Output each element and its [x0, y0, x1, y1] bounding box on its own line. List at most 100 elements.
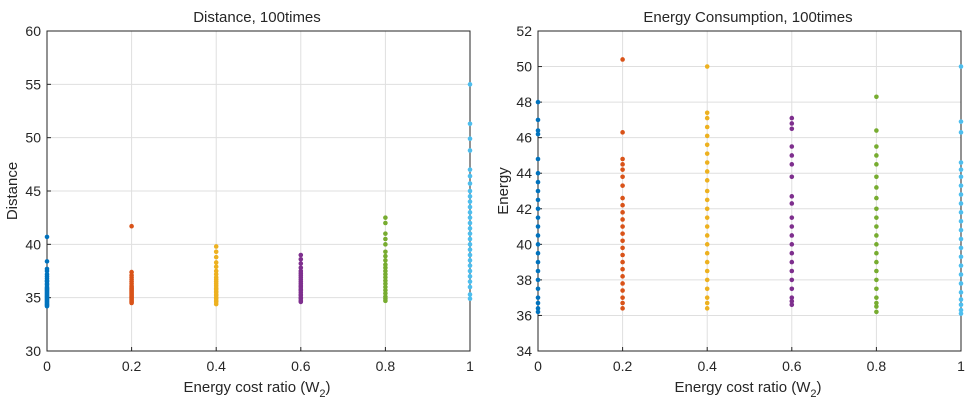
- energy-point-series-4: [874, 185, 879, 190]
- distance-x-axis-label-close: ): [326, 379, 331, 396]
- distance-point-series-5: [467, 226, 473, 231]
- distance-x-axis-label-main: Energy cost ratio (W: [184, 379, 321, 396]
- distance-chart-title: Distance, 100times: [193, 9, 321, 26]
- energy-point-series-0: [535, 224, 541, 229]
- energy-point-series-3: [789, 115, 795, 121]
- energy-point-series-4: [874, 250, 879, 256]
- energy-point-series-4: [874, 304, 879, 309]
- distance-point-series-5: [467, 199, 473, 204]
- energy-point-series-3: [789, 201, 795, 206]
- energy-point-series-1: [620, 217, 625, 222]
- energy-y-tick-label: 42: [516, 201, 532, 217]
- distance-point-series-4: [383, 265, 388, 271]
- energy-y-tick-label: 46: [516, 130, 532, 146]
- energy-x-tick-label: 0.6: [782, 358, 802, 374]
- energy-point-series-0: [535, 170, 541, 176]
- distance-point-series-5: [467, 284, 473, 290]
- distance-point-series-0: [44, 268, 50, 274]
- energy-point-series-0: [535, 188, 541, 194]
- energy-point-series-2: [704, 64, 710, 69]
- energy-point-series-2: [704, 133, 710, 139]
- energy-y-tick-label: 52: [516, 23, 532, 39]
- energy-point-series-1: [620, 281, 625, 286]
- distance-point-series-2: [213, 301, 219, 307]
- distance-point-series-5: [467, 220, 473, 226]
- energy-point-series-3: [789, 286, 795, 292]
- energy-point-series-2: [704, 197, 710, 203]
- energy-x-tick-label: 1: [957, 358, 965, 374]
- energy-point-series-3: [789, 121, 795, 126]
- energy-point-series-1: [620, 295, 625, 300]
- energy-point-series-5: [958, 167, 964, 172]
- energy-point-series-5: [958, 245, 964, 251]
- energy-point-series-3: [789, 295, 795, 300]
- distance-point-series-4: [383, 284, 388, 290]
- energy-point-series-0: [535, 215, 541, 220]
- distance-point-series-5: [467, 279, 473, 284]
- energy-point-series-1: [620, 231, 625, 236]
- distance-point-series-5: [467, 292, 473, 297]
- energy-point-series-4: [874, 144, 879, 149]
- energy-point-series-3: [789, 126, 795, 132]
- energy-point-series-2: [704, 169, 710, 174]
- distance-point-series-4: [383, 215, 388, 220]
- distance-point-series-5: [467, 167, 473, 172]
- energy-point-series-0: [535, 99, 541, 105]
- energy-point-series-2: [704, 306, 710, 311]
- energy-point-series-1: [620, 300, 625, 306]
- energy-point-series-1: [620, 57, 625, 62]
- energy-point-series-1: [620, 174, 625, 180]
- distance-point-series-5: [467, 274, 473, 279]
- energy-point-series-0: [535, 206, 541, 212]
- distance-point-series-3: [298, 256, 304, 262]
- energy-point-series-0: [535, 197, 541, 203]
- energy-point-series-3: [789, 298, 795, 304]
- energy-y-tick-label: 48: [516, 94, 532, 110]
- energy-point-series-1: [620, 238, 625, 244]
- energy-point-series-4: [874, 195, 879, 201]
- energy-point-series-0: [535, 233, 541, 238]
- energy-point-series-4: [874, 286, 879, 292]
- energy-point-series-2: [704, 286, 710, 292]
- energy-point-series-4: [874, 233, 879, 238]
- energy-point-series-4: [874, 300, 879, 306]
- distance-point-series-4: [383, 281, 388, 287]
- energy-point-series-4: [874, 242, 879, 247]
- energy-point-series-0: [535, 117, 541, 123]
- energy-point-series-3: [789, 268, 795, 274]
- energy-point-series-2: [704, 295, 710, 300]
- distance-point-series-4: [383, 236, 388, 242]
- energy-point-series-5: [958, 297, 964, 302]
- energy-point-series-3: [789, 277, 795, 283]
- energy-point-series-3: [789, 144, 795, 149]
- energy-point-series-2: [704, 178, 710, 183]
- distance-y-tick-label: 30: [25, 343, 41, 359]
- energy-point-series-1: [620, 183, 625, 188]
- distance-x-axis-label-subscript: 2: [319, 388, 325, 400]
- energy-y-tick-label: 40: [516, 236, 532, 252]
- energy-point-series-5: [958, 130, 964, 135]
- distance-point-series-4: [383, 298, 388, 304]
- energy-point-series-2: [704, 233, 710, 238]
- distance-x-tick-label: 0.8: [376, 358, 396, 374]
- distance-points: [44, 82, 473, 309]
- distance-point-series-0: [44, 234, 50, 240]
- energy-point-series-4: [874, 206, 879, 212]
- energy-point-series-1: [620, 167, 625, 172]
- energy-point-series-2: [704, 242, 710, 247]
- energy-point-series-1: [620, 162, 625, 167]
- energy-x-axis-label-close: ): [817, 379, 822, 396]
- distance-point-series-5: [467, 268, 473, 274]
- energy-point-series-1: [620, 266, 625, 272]
- energy-point-series-3: [789, 224, 795, 229]
- distance-point-series-0: [44, 259, 50, 264]
- distance-point-series-4: [383, 287, 388, 293]
- energy-grid: 0 0.2 0.4 0.6 0.8 1 34 36 38 40 42 44 46 48 50 52: [516, 23, 965, 374]
- energy-x-axis-label-main: Energy cost ratio (W: [675, 379, 812, 396]
- distance-point-series-4: [383, 242, 388, 247]
- energy-point-series-4: [874, 277, 879, 283]
- energy-y-tick-label: 44: [516, 165, 532, 181]
- energy-point-series-0: [535, 295, 541, 300]
- distance-y-tick-label: 60: [25, 23, 41, 39]
- energy-y-tick-label: 36: [516, 307, 532, 323]
